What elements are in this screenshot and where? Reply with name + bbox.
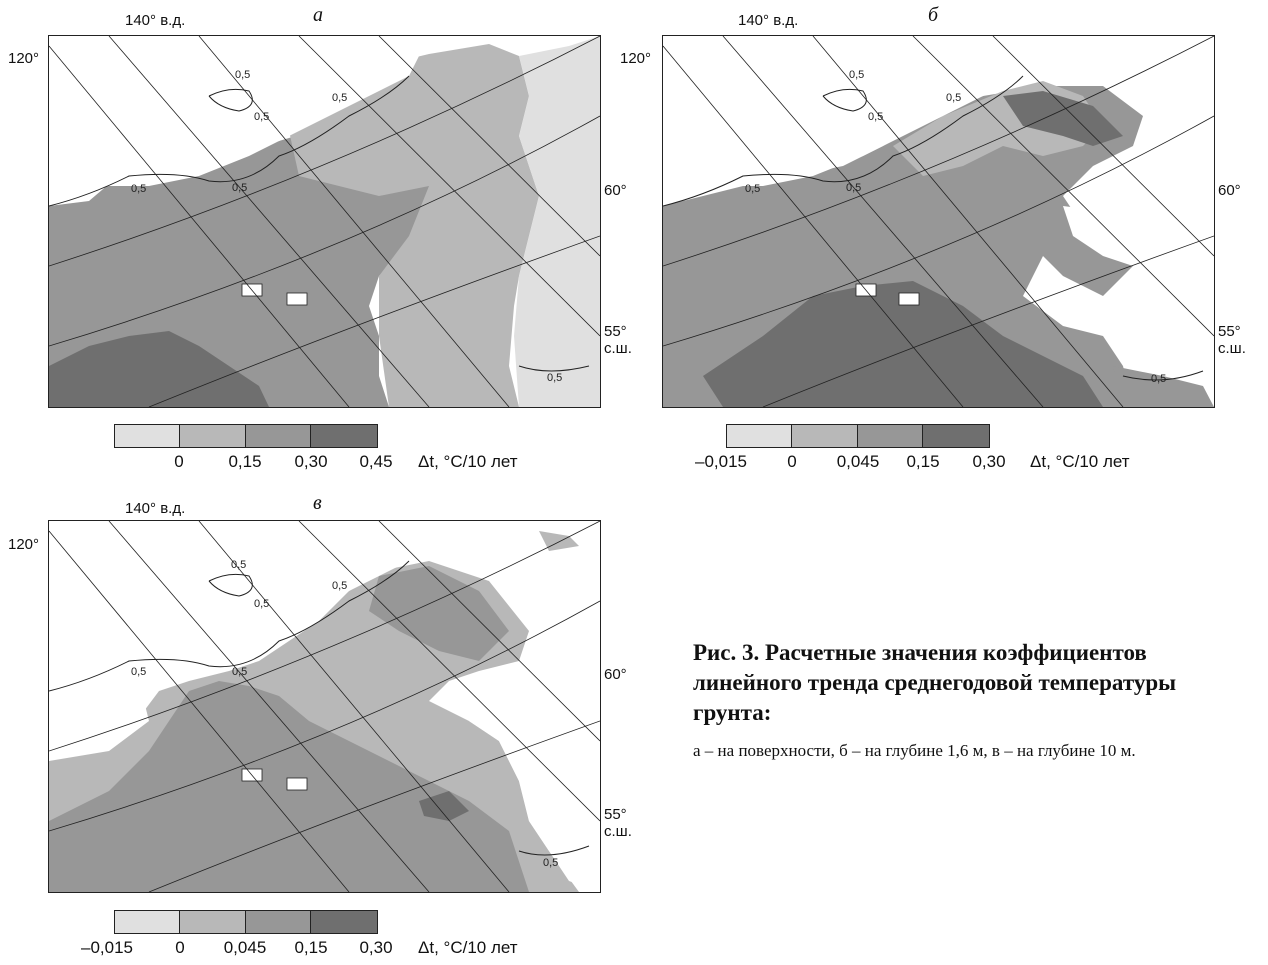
shade-peak — [49, 331, 269, 407]
map-a: 0,5 0,5 0,5 0,5 0,5 0,5 — [48, 35, 601, 408]
legend-c-tick-1: 0 — [175, 938, 185, 957]
legend-b — [726, 424, 990, 448]
panel-c-lat-top: 120° — [8, 536, 40, 553]
legend-c-tick-2: 0,045 — [223, 938, 267, 957]
legend-a-unit: Δt, °C/10 лет — [418, 452, 518, 471]
contour-label-b3: 0,5 — [946, 92, 961, 104]
panel-a-lat-mid: 60° — [604, 182, 627, 199]
panel-b-lon-label: 140° в.д. — [738, 12, 799, 29]
panel-c-letter: в — [313, 492, 322, 514]
shade-mid — [289, 44, 539, 407]
legend-c-ticks: –0,015 0 0,045 0,15 0,30 — [0, 938, 420, 962]
legend-b-tick-0: –0,015 — [695, 452, 747, 471]
contour-label-c1: 0,5 — [231, 559, 246, 571]
legend-a-tick-1: 0,15 — [228, 452, 262, 471]
panel-a-lon-label: 140° в.д. — [125, 12, 186, 29]
contour-label-c2: 0,5 — [254, 598, 269, 610]
contour-label-b5: 0,5 — [846, 182, 861, 194]
panel-b-lat-top: 120° — [620, 50, 652, 67]
contour-label-a2: 0,5 — [254, 111, 269, 123]
legend-a-tick-3: 0,45 — [359, 452, 393, 471]
panel-b-lat-bottom-1: 55° — [1218, 323, 1241, 340]
contour-label-a6: 0,5 — [547, 372, 562, 384]
legend-b-unit: Δt, °C/10 лет — [1030, 452, 1130, 471]
panel-c-lon-label: 140° в.д. — [125, 500, 186, 517]
contour-label-b4: 0,5 — [745, 183, 760, 195]
contour-label-c5: 0,5 — [232, 666, 247, 678]
panel-b-letter: б — [928, 4, 939, 26]
legend-a-tick-0: 0 — [174, 452, 184, 471]
contour-label-c3: 0,5 — [332, 580, 347, 592]
figure-caption-text: а – на поверхности, б – на глубине 1,6 м… — [693, 741, 1136, 760]
contour-label-c6: 0,5 — [543, 857, 558, 869]
legend-b-ticks: –0,015 0 0,045 0,15 0,30 — [640, 452, 1060, 476]
contour-label-a5: 0,5 — [232, 182, 247, 194]
panel-b-lat-mid: 60° — [1218, 182, 1241, 199]
panel-a-lat-bottom-1: 55° — [604, 323, 627, 340]
panel-c-lat-bottom-1: 55° — [604, 806, 627, 823]
legend-c — [114, 910, 378, 934]
panel-c-lat-mid: 60° — [604, 666, 627, 683]
map-b: 0,5 0,5 0,5 0,5 0,5 0,5 — [662, 35, 1215, 408]
legend-c-tick-4: 0,30 — [359, 938, 393, 957]
legend-c-tick-3: 0,15 — [294, 938, 328, 957]
contour-label-b6: 0,5 — [1151, 373, 1166, 385]
contour-label-b2: 0,5 — [868, 111, 883, 123]
contour-label-a3: 0,5 — [332, 92, 347, 104]
figure-caption-title: Рис. 3. Расчетные значения коэффициентов… — [693, 640, 1177, 725]
legend-c-tick-0: –0,015 — [81, 938, 133, 957]
legend-b-tick-4: 0,30 — [972, 452, 1006, 471]
legend-b-tick-1: 0 — [787, 452, 797, 471]
panel-a-lat-top: 120° — [8, 50, 40, 67]
panel-a-lat-bottom-2: с.ш. — [604, 340, 632, 357]
legend-b-tick-3: 0,15 — [906, 452, 940, 471]
legend-c-unit: Δt, °C/10 лет — [418, 938, 518, 957]
map-c: 0,5 0,5 0,5 0,5 0,5 0,5 — [48, 520, 601, 893]
contour-label-a4: 0,5 — [131, 183, 146, 195]
contour-label-c4: 0,5 — [131, 666, 146, 678]
panel-c-lat-bottom-2: с.ш. — [604, 823, 632, 840]
panel-a-letter: а — [313, 4, 323, 26]
legend-b-tick-2: 0,045 — [836, 452, 880, 471]
contour-label-b1: 0,5 — [849, 69, 864, 81]
contour-label-a1: 0,5 — [235, 69, 250, 81]
legend-a — [114, 424, 378, 448]
legend-a-ticks: 0 0,15 0,30 0,45 — [0, 452, 640, 476]
legend-a-tick-2: 0,30 — [294, 452, 328, 471]
panel-b-lat-bottom-2: с.ш. — [1218, 340, 1246, 357]
